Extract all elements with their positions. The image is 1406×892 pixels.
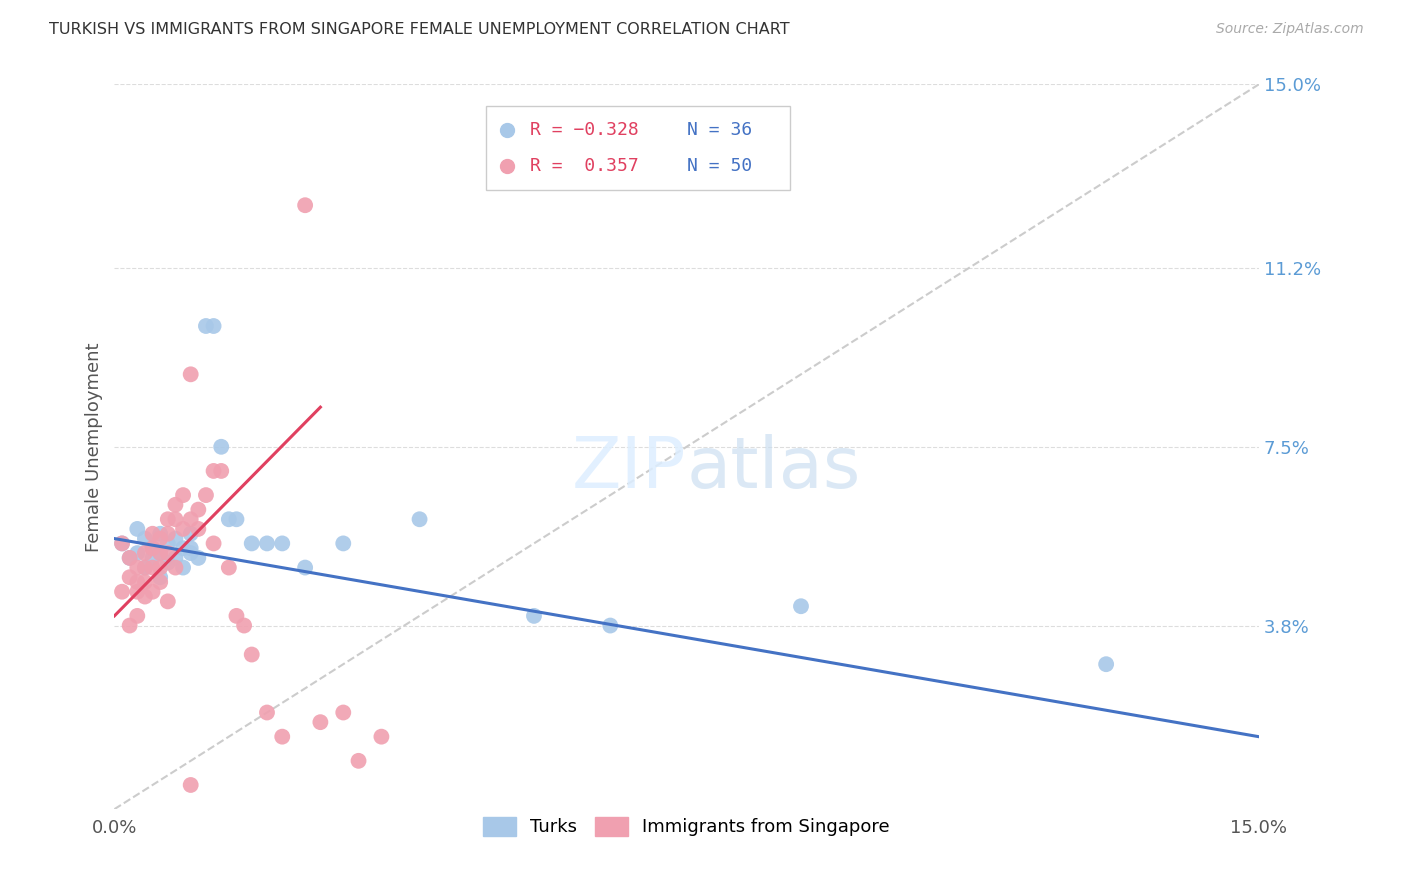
- Point: [332, 706, 354, 720]
- Point: [209, 440, 232, 454]
- Point: [180, 546, 202, 560]
- Point: [172, 560, 194, 574]
- Point: [225, 608, 247, 623]
- Point: [134, 546, 156, 560]
- Point: [202, 318, 225, 333]
- Point: [370, 730, 392, 744]
- Point: [156, 556, 179, 570]
- Point: [127, 608, 149, 623]
- Point: [294, 560, 316, 574]
- Point: [165, 550, 187, 565]
- Text: N = 36: N = 36: [686, 120, 752, 138]
- Point: [156, 512, 179, 526]
- Point: [180, 368, 202, 382]
- Point: [156, 594, 179, 608]
- Point: [172, 488, 194, 502]
- Point: [127, 575, 149, 590]
- Text: ZIP: ZIP: [572, 434, 686, 503]
- Text: TURKISH VS IMMIGRANTS FROM SINGAPORE FEMALE UNEMPLOYMENT CORRELATION CHART: TURKISH VS IMMIGRANTS FROM SINGAPORE FEM…: [49, 22, 790, 37]
- Point: [240, 648, 263, 662]
- Point: [194, 318, 217, 333]
- Point: [165, 512, 187, 526]
- Point: [790, 599, 813, 614]
- Point: [149, 532, 172, 546]
- Text: R = −0.328: R = −0.328: [530, 120, 638, 138]
- FancyBboxPatch shape: [486, 106, 790, 189]
- Point: [332, 536, 354, 550]
- Point: [142, 526, 165, 541]
- Point: [172, 522, 194, 536]
- Point: [149, 546, 172, 560]
- Point: [256, 706, 278, 720]
- Point: [127, 546, 149, 560]
- Point: [233, 618, 256, 632]
- Y-axis label: Female Unemployment: Female Unemployment: [86, 342, 103, 551]
- Point: [218, 560, 240, 574]
- Point: [156, 536, 179, 550]
- Point: [134, 560, 156, 574]
- Point: [142, 541, 165, 556]
- Legend: Turks, Immigrants from Singapore: Turks, Immigrants from Singapore: [477, 810, 897, 844]
- Point: [142, 560, 165, 574]
- Point: [309, 715, 332, 730]
- Point: [156, 526, 179, 541]
- Point: [127, 584, 149, 599]
- Point: [142, 541, 165, 556]
- Point: [209, 464, 232, 478]
- Point: [218, 512, 240, 526]
- Point: [149, 575, 172, 590]
- Point: [118, 550, 141, 565]
- Point: [127, 560, 149, 574]
- Point: [134, 532, 156, 546]
- Point: [180, 778, 202, 792]
- Point: [111, 584, 134, 599]
- Text: R =  0.357: R = 0.357: [530, 157, 638, 175]
- Text: atlas: atlas: [686, 434, 860, 503]
- Point: [240, 536, 263, 550]
- Point: [172, 541, 194, 556]
- Point: [187, 550, 209, 565]
- Point: [202, 464, 225, 478]
- Point: [294, 198, 316, 212]
- Point: [118, 550, 141, 565]
- Point: [1095, 657, 1118, 672]
- Point: [149, 570, 172, 584]
- Point: [599, 618, 621, 632]
- Point: [111, 536, 134, 550]
- Point: [156, 546, 179, 560]
- Point: [180, 512, 202, 526]
- Point: [134, 575, 156, 590]
- Point: [523, 608, 546, 623]
- Point: [165, 498, 187, 512]
- Point: [165, 560, 187, 574]
- Point: [271, 536, 294, 550]
- Point: [187, 502, 209, 516]
- Point: [180, 541, 202, 556]
- Point: [187, 522, 209, 536]
- Text: Source: ZipAtlas.com: Source: ZipAtlas.com: [1216, 22, 1364, 37]
- Point: [194, 488, 217, 502]
- Point: [142, 584, 165, 599]
- Text: N = 50: N = 50: [686, 157, 752, 175]
- Point: [408, 512, 430, 526]
- Point: [111, 536, 134, 550]
- Point: [347, 754, 370, 768]
- Point: [134, 560, 156, 574]
- Point: [271, 730, 294, 744]
- Point: [165, 532, 187, 546]
- Point: [149, 546, 172, 560]
- Point: [149, 560, 172, 574]
- Point: [180, 526, 202, 541]
- Point: [118, 570, 141, 584]
- Point: [149, 526, 172, 541]
- Point: [118, 618, 141, 632]
- Point: [202, 536, 225, 550]
- Point: [127, 522, 149, 536]
- Point: [225, 512, 247, 526]
- Point: [142, 550, 165, 565]
- Point: [134, 590, 156, 604]
- Point: [256, 536, 278, 550]
